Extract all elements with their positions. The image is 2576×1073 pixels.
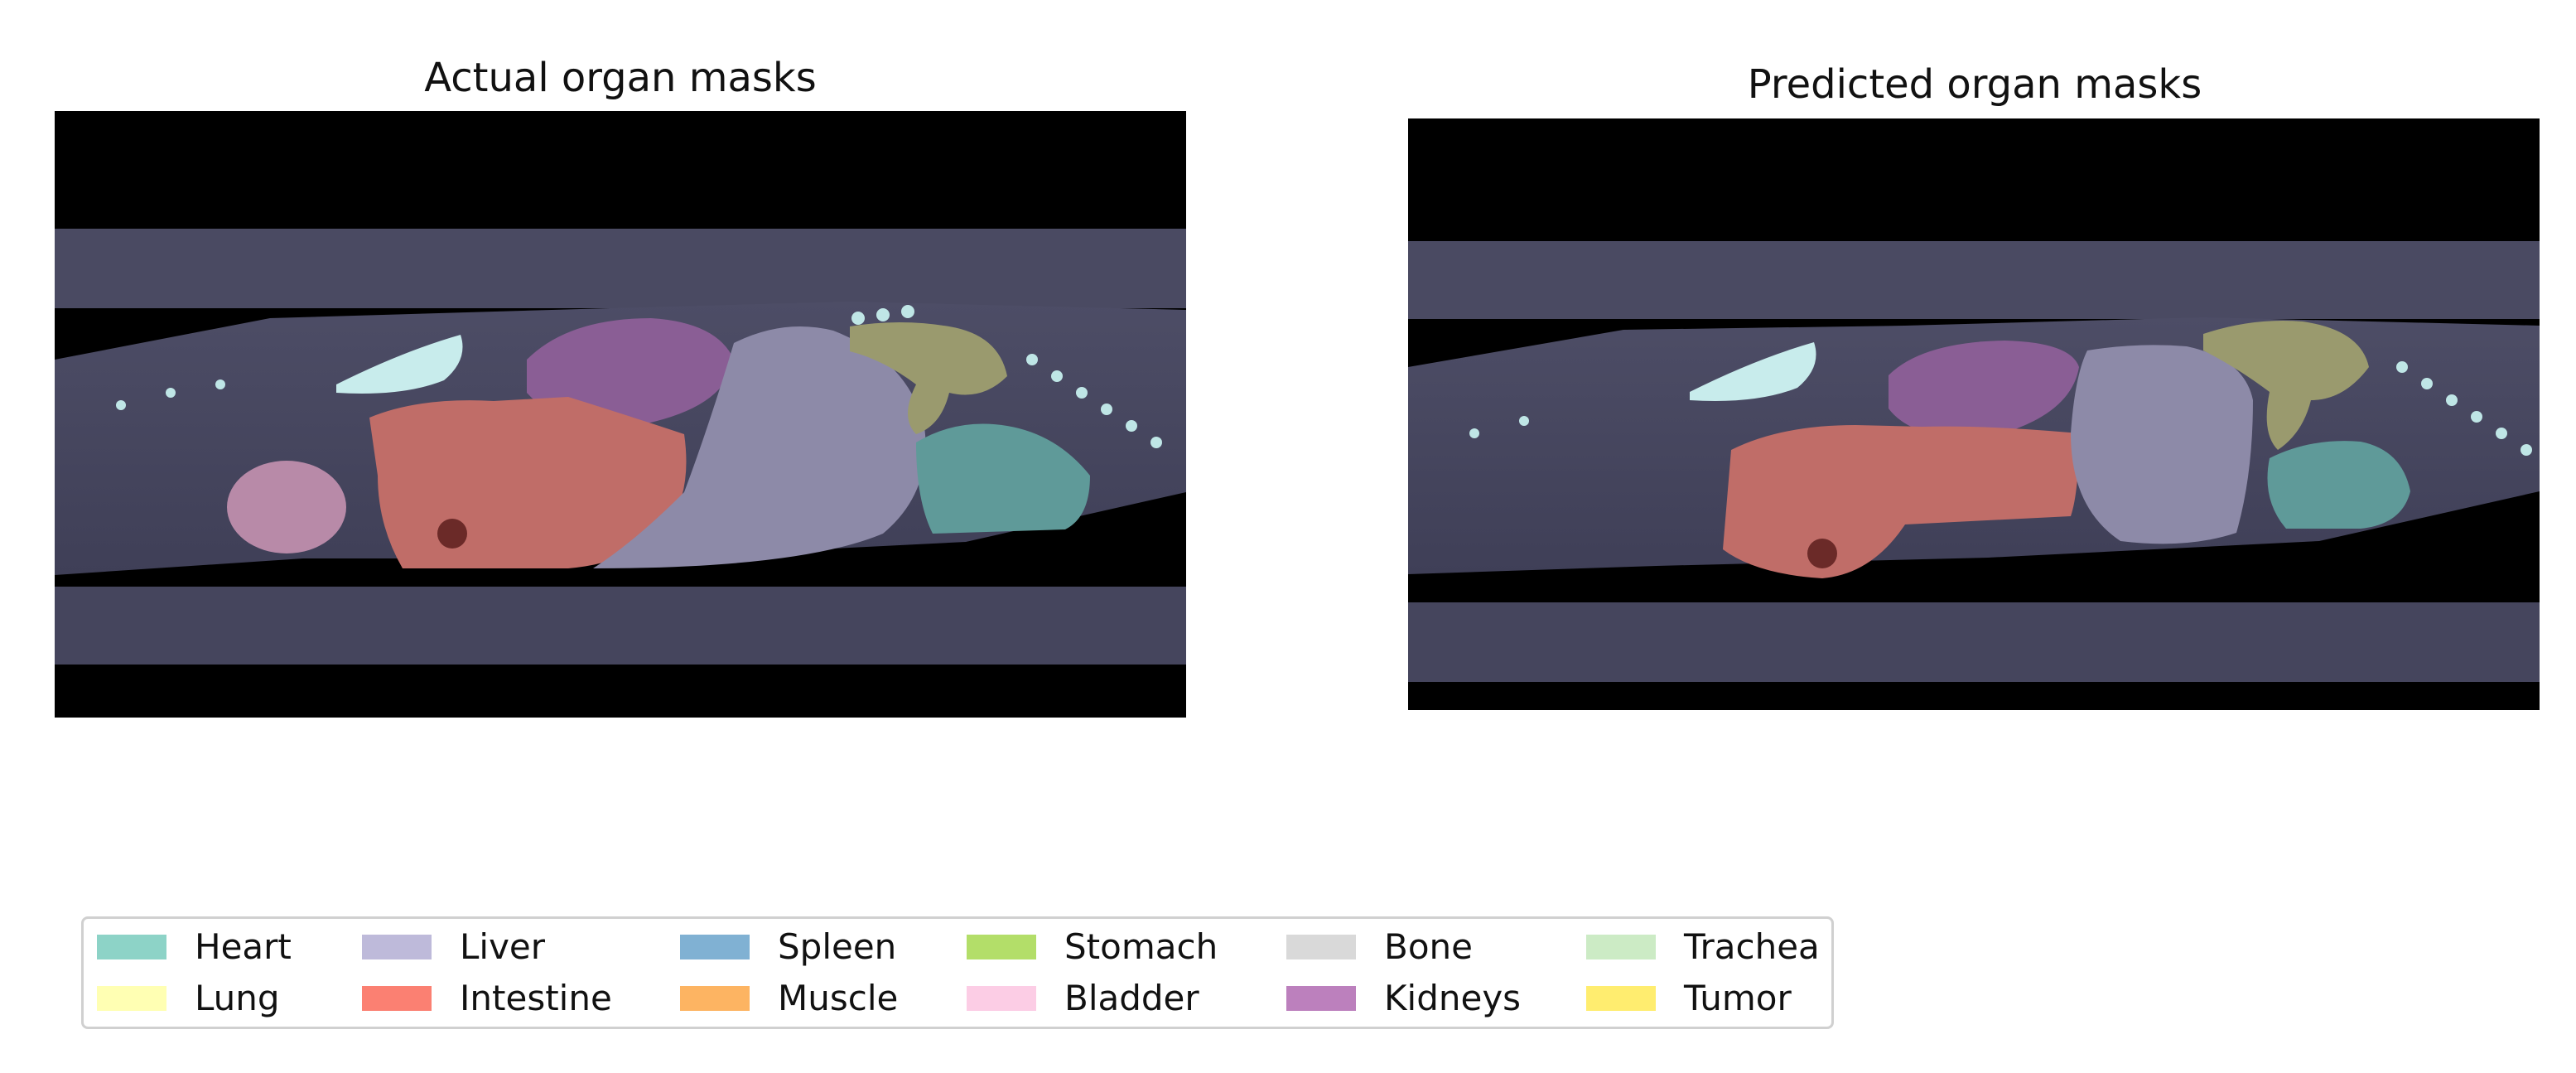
vertebrae-dots xyxy=(116,305,1162,448)
legend-swatch xyxy=(1586,935,1656,959)
legend-label: Intestine xyxy=(460,978,612,1018)
actual-masks-title: Actual organ masks xyxy=(424,55,817,101)
legend-label: Tumor xyxy=(1684,978,1792,1018)
vertebrae-dots xyxy=(1469,361,2532,456)
legend-swatch xyxy=(1286,986,1356,1011)
intestine-detail xyxy=(437,519,467,549)
legend-swatch xyxy=(967,986,1036,1011)
legend-label: Muscle xyxy=(778,978,899,1018)
heart-mask xyxy=(2267,441,2410,529)
intestine-detail xyxy=(1807,539,1837,568)
organ-legend: Heart Lung Liver Intestine Spleen Muscle… xyxy=(81,916,1834,1029)
legend-swatch xyxy=(97,986,166,1011)
legend-swatch xyxy=(680,986,750,1011)
lung-mask xyxy=(850,322,1007,434)
actual-masks-image xyxy=(55,111,1186,718)
liver-mask xyxy=(593,326,926,568)
liver-mask xyxy=(2071,345,2253,544)
legend-swatch xyxy=(967,935,1036,959)
scanner-bed-top xyxy=(1408,241,2540,319)
legend-label: Heart xyxy=(195,926,292,967)
bladder-mask xyxy=(227,461,346,553)
legend-label: Bone xyxy=(1384,926,1473,967)
predicted-masks-title: Predicted organ masks xyxy=(1747,61,2202,108)
legend-label: Spleen xyxy=(778,926,897,967)
legend-label: Lung xyxy=(195,978,280,1018)
predicted-masks-image xyxy=(1408,118,2540,710)
bone-region xyxy=(336,335,463,394)
legend-label: Bladder xyxy=(1064,978,1199,1018)
legend-swatch xyxy=(362,986,432,1011)
kidneys-mask xyxy=(527,318,734,427)
legend-label: Liver xyxy=(460,926,546,967)
lung-mask xyxy=(2203,321,2369,450)
scanner-bed-top xyxy=(55,229,1186,308)
kidneys-mask xyxy=(1889,341,2079,438)
legend-swatch xyxy=(1586,986,1656,1011)
legend-swatch xyxy=(362,935,432,959)
legend-label: Trachea xyxy=(1684,926,1820,967)
heart-mask xyxy=(916,423,1090,534)
legend-swatch xyxy=(680,935,750,959)
bone-region xyxy=(1690,342,1816,401)
legend-label: Stomach xyxy=(1064,926,1218,967)
scanner-bed-bottom xyxy=(1408,602,2540,682)
scanner-bed-bottom xyxy=(55,587,1186,665)
legend-swatch xyxy=(1286,935,1356,959)
legend-label: Kidneys xyxy=(1384,978,1522,1018)
intestine-mask xyxy=(1723,425,2079,578)
legend-swatch xyxy=(97,935,166,959)
